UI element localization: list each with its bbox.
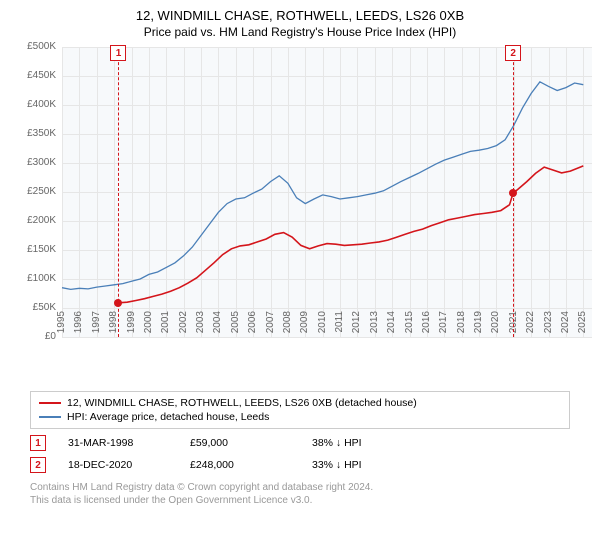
marker-dot xyxy=(509,189,517,197)
legend-row: HPI: Average price, detached house, Leed… xyxy=(39,410,561,424)
footer-line1: Contains HM Land Registry data © Crown c… xyxy=(30,481,570,494)
marker-dot xyxy=(114,299,122,307)
sale-delta: 38% ↓ HPI xyxy=(312,437,412,449)
series-hpi xyxy=(62,82,583,290)
sale-date: 18-DEC-2020 xyxy=(68,459,168,471)
chart-area: £0£50K£100K£150K£200K£250K£300K£350K£400… xyxy=(12,47,588,387)
sale-price: £59,000 xyxy=(190,437,290,449)
footer-line2: This data is licensed under the Open Gov… xyxy=(30,494,570,507)
legend-label: 12, WINDMILL CHASE, ROTHWELL, LEEDS, LS2… xyxy=(67,397,417,409)
page-title: 12, WINDMILL CHASE, ROTHWELL, LEEDS, LS2… xyxy=(0,8,600,23)
legend-swatch xyxy=(39,402,61,404)
legend-row: 12, WINDMILL CHASE, ROTHWELL, LEEDS, LS2… xyxy=(39,396,561,410)
legend-label: HPI: Average price, detached house, Leed… xyxy=(67,411,269,423)
marker-vline xyxy=(118,47,119,337)
sale-delta: 33% ↓ HPI xyxy=(312,459,412,471)
series-svg xyxy=(12,47,592,337)
legend-box: 12, WINDMILL CHASE, ROTHWELL, LEEDS, LS2… xyxy=(30,391,570,429)
sale-price: £248,000 xyxy=(190,459,290,471)
footer-attribution: Contains HM Land Registry data © Crown c… xyxy=(30,481,570,507)
sale-row: 2 18-DEC-2020 £248,000 33% ↓ HPI xyxy=(30,457,570,473)
marker-box: 1 xyxy=(110,45,126,61)
legend-swatch xyxy=(39,416,61,418)
sale-marker: 2 xyxy=(30,457,46,473)
sale-row: 1 31-MAR-1998 £59,000 38% ↓ HPI xyxy=(30,435,570,451)
marker-box: 2 xyxy=(505,45,521,61)
sale-marker: 1 xyxy=(30,435,46,451)
sale-date: 31-MAR-1998 xyxy=(68,437,168,449)
page-subtitle: Price paid vs. HM Land Registry's House … xyxy=(0,25,600,39)
